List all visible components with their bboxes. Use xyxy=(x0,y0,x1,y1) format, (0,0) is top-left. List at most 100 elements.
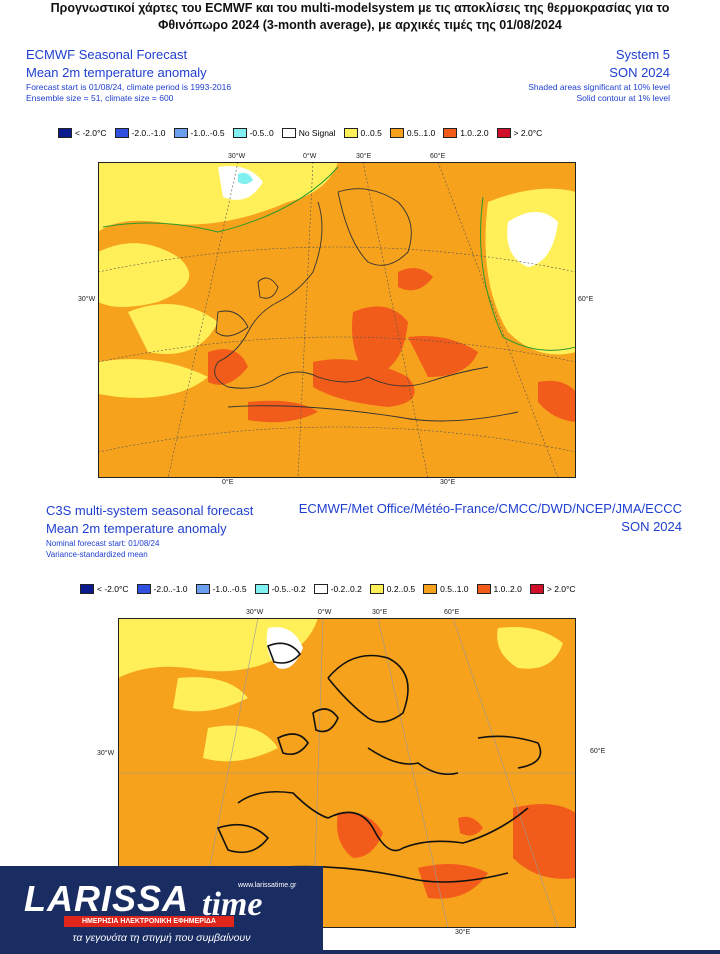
article-headline: Προγνωστικοί χάρτες του ECMWF και του mu… xyxy=(0,0,720,34)
legend-item: -0.5..0 xyxy=(232,128,274,138)
map-red-turkey xyxy=(408,336,478,377)
tick-lon-0: 0°W xyxy=(318,609,332,616)
tick-bottom-30e: 30°E xyxy=(440,479,456,486)
legend-item: 1.0..2.0 xyxy=(443,128,489,138)
larissatime-banner[interactable]: LARISSA time www.larissatime.gr ΗΜΕΡΗΣΙΑ… xyxy=(0,866,323,950)
ecmwf-info-1: Forecast start is 01/08/24, climate peri… xyxy=(26,82,232,92)
ecmwf-note-1: Shaded areas significant at 10% level xyxy=(528,82,670,92)
map-yellow-west xyxy=(98,243,190,307)
legend-item: < -2.0°C xyxy=(58,128,107,138)
ecmwf-header: ECMWF Seasonal Forecast Mean 2m temperat… xyxy=(26,46,231,104)
logo-name-main: LARISSA xyxy=(24,878,190,919)
map-significance-contour xyxy=(102,166,576,351)
map-red-balkans xyxy=(352,306,408,377)
ecmwf-anomaly-map xyxy=(98,162,576,478)
map-yellow-atlantic xyxy=(203,725,278,762)
tick-lon-0: 0°W xyxy=(303,153,317,160)
c3s-header-right: ECMWF/Met Office/Météo-France/CMCC/DWD/N… xyxy=(299,500,682,536)
map-red-middle-east xyxy=(538,380,576,422)
tick-lon-60e: 60°E xyxy=(430,153,446,160)
map-frame xyxy=(98,162,576,478)
brand-tagline: τα γεγονότα τη στιγμή που συμβαίνουν xyxy=(72,932,251,944)
legend-item: -0.5..-0.2 xyxy=(254,584,306,594)
c3s-info-1: Nominal forecast start: 01/08/24 xyxy=(46,539,160,548)
tick-left-30w: 30°W xyxy=(78,296,96,303)
map-graticule xyxy=(98,162,576,478)
map-nosignal-east xyxy=(507,212,558,267)
map-red-russia xyxy=(398,268,433,291)
c3s-legend: < -2.0°C -2.0..-1.0 -1.0..-0.5 -0.5..-0.… xyxy=(80,584,584,594)
legend-item: -2.0..-1.0 xyxy=(136,584,188,594)
legend-item: < -2.0°C xyxy=(80,584,129,594)
map-cool-patch xyxy=(238,172,253,185)
legend-item: > 2.0°C xyxy=(496,128,542,138)
legend-item: 1.0..2.0 xyxy=(476,584,522,594)
map-frame xyxy=(118,618,576,928)
legend-swatch xyxy=(496,128,511,138)
legend-item: 0..0.5 xyxy=(343,128,382,138)
c3s-subtitle: Mean 2m temperature anomaly xyxy=(46,521,227,536)
legend-item: 0.5..1.0 xyxy=(423,584,469,594)
map-red-middle-east xyxy=(513,804,576,879)
tick-left-30w: 30°W xyxy=(97,750,115,757)
legend-swatch xyxy=(58,128,72,138)
legend-item: No Signal xyxy=(281,128,336,138)
legend-item: -2.0..-1.0 xyxy=(114,128,166,138)
map-yellow-south xyxy=(98,359,208,398)
ecmwf-subtitle: Mean 2m temperature anomaly xyxy=(26,65,207,80)
ecmwf-system: System 5 xyxy=(615,47,670,62)
legend-swatch xyxy=(114,128,129,138)
legend-swatch xyxy=(423,584,438,594)
tick-lon-30e: 30°E xyxy=(372,609,388,616)
map-coastlines xyxy=(214,188,519,422)
legend-item: -0.2..0.2 xyxy=(313,584,362,594)
ecmwf-season: SON 2024 xyxy=(609,65,670,80)
legend-swatch xyxy=(529,584,544,594)
legend-item: 0.2..0.5 xyxy=(369,584,415,594)
headline-line-1: Προγνωστικοί χάρτες του ECMWF και του mu… xyxy=(50,1,670,15)
legend-swatch xyxy=(369,584,384,594)
c3s-title: C3S multi-system seasonal forecast xyxy=(46,503,254,518)
tick-right-60e: 60°E xyxy=(590,748,606,755)
logo-subtitle-bar: ΗΜΕΡΗΣΙΑ ΗΛΕΚΤΡΟΝΙΚΗ ΕΦΗΜΕΡΙΔΑ xyxy=(64,916,234,927)
ecmwf-info-2: Ensemble size = 51, climate size = 600 xyxy=(26,93,174,103)
legend-item: -1.0..-0.5 xyxy=(195,584,247,594)
legend-swatch xyxy=(195,584,210,594)
legend-swatch xyxy=(476,584,491,594)
tick-lon-30w: 30°W xyxy=(228,153,246,160)
map-yellow-east xyxy=(497,627,563,669)
legend-swatch xyxy=(281,128,296,138)
map-red-mediterranean xyxy=(313,359,415,407)
map-yellow-north-atlantic xyxy=(98,162,338,232)
legend-swatch xyxy=(443,128,458,138)
tick-lon-30w: 30°W xyxy=(246,609,264,616)
legend-swatch xyxy=(389,128,404,138)
map-red-italy xyxy=(337,812,383,858)
logo-url: www.larissatime.gr xyxy=(238,882,297,889)
legend-swatch xyxy=(173,128,188,138)
map-red-iberia xyxy=(208,349,248,385)
ecmwf-title: ECMWF Seasonal Forecast xyxy=(26,47,188,62)
legend-swatch xyxy=(343,128,358,138)
tick-right-60e: 60°E xyxy=(578,296,594,303)
ecmwf-note-2: Solid contour at 1% level xyxy=(576,93,670,103)
legend-swatch xyxy=(254,584,269,594)
map-neutral-iceland xyxy=(266,627,303,669)
map-yellow-west xyxy=(173,677,248,712)
tick-lon-60e: 60°E xyxy=(444,609,460,616)
legend-swatch xyxy=(80,584,94,594)
c3s-info-2: Variance-standardized mean xyxy=(46,550,148,559)
legend-item: > 2.0°C xyxy=(529,584,576,594)
c3s-header: C3S multi-system seasonal forecast Mean … xyxy=(46,502,253,560)
legend-swatch xyxy=(232,128,247,138)
bottom-strip xyxy=(0,950,720,954)
tick-lon-30e: 30°E xyxy=(356,153,372,160)
legend-swatch xyxy=(313,584,328,594)
larissatime-logo[interactable]: LARISSA time www.larissatime.gr ΗΜΕΡΗΣΙΑ… xyxy=(24,878,304,927)
ecmwf-legend: < -2.0°C -2.0..-1.0 -1.0..-0.5 -0.5..0 N… xyxy=(58,128,550,138)
legend-item: -1.0..-0.5 xyxy=(173,128,225,138)
legend-item: 0.5..1.0 xyxy=(389,128,435,138)
map-yellow-midatlantic xyxy=(128,304,218,354)
ecmwf-header-right: System 5 SON 2024 Shaded areas significa… xyxy=(528,46,670,104)
tick-bottom-0: 0°E xyxy=(222,479,234,486)
